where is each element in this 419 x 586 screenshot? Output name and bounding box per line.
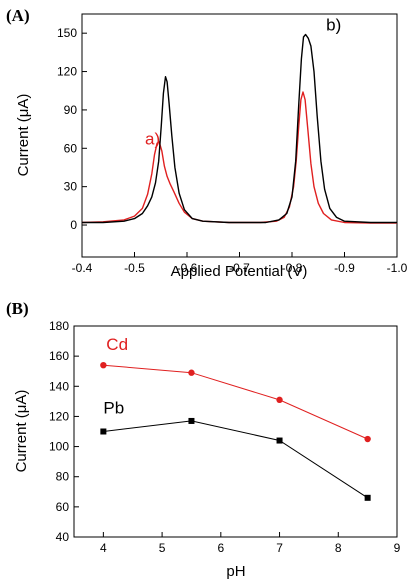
panel-a-series [81, 33, 397, 224]
x-tick-label: 9 [394, 541, 401, 555]
series-annotation-label: a) [145, 129, 160, 148]
panel-b-x-ticks: 4 5 6 7 8 9 [100, 532, 401, 555]
panel-b-x-axis-label: pH [226, 563, 245, 580]
panel-a-y-ticks: 0 30 60 90 120 150 [57, 26, 87, 232]
x-tick-label: 5 [159, 541, 166, 555]
x-tick-label: 4 [100, 541, 107, 555]
panel-a-x-axis-label: Applied Potential (V) [171, 263, 308, 280]
data-point-cd [364, 435, 371, 443]
series-label-cd: Cd [106, 335, 128, 354]
y-tick-label: 30 [64, 180, 78, 194]
data-point-pb [364, 494, 371, 501]
x-tick-label: -0.8 [282, 261, 303, 275]
data-point-cd [100, 361, 107, 369]
y-tick-label: 120 [49, 409, 69, 423]
panel-b-y-axis-label: Current (μA) [13, 390, 30, 473]
panel-a: (A) -0.4 -0.5 -0.6 -0.7 -0.8 -0.9 -1.0 0 30 60 90… [6, 6, 408, 280]
panel-b-y-ticks: 40 60 80 100 120 140 160 180 [49, 319, 79, 544]
series-line-pb [103, 420, 368, 499]
x-tick-label: -0.6 [177, 261, 198, 275]
series-line-cd [103, 364, 368, 440]
x-tick-label: -0.9 [334, 261, 355, 275]
panel-a-label: (A) [6, 6, 30, 25]
panel-a-x-ticks: -0.4 -0.5 -0.6 -0.7 -0.8 -0.9 -1.0 [72, 252, 408, 275]
y-tick-label: 140 [49, 379, 69, 393]
x-tick-label: 6 [217, 541, 224, 555]
x-tick-label: 7 [276, 541, 283, 555]
panel-b-label: (B) [6, 299, 29, 318]
y-tick-label: 90 [64, 103, 78, 117]
data-point-pb [276, 437, 283, 444]
panel-b-plot-frame [73, 325, 398, 538]
panel-b-annotations: Cd Pb [103, 335, 128, 417]
y-tick-label: 60 [64, 141, 78, 155]
data-point-cd [276, 396, 283, 404]
series-label-pb: Pb [103, 398, 124, 417]
x-tick-label: -1.0 [387, 261, 408, 275]
data-point-pb [100, 428, 107, 435]
series-line-b [82, 33, 397, 224]
y-tick-label: 150 [57, 26, 77, 40]
y-tick-label: 0 [70, 218, 77, 232]
y-tick-label: 100 [49, 440, 69, 454]
x-tick-label: -0.4 [72, 261, 93, 275]
panel-b-series [100, 361, 371, 501]
y-tick-label: 120 [57, 65, 77, 79]
series-line-a [81, 91, 397, 224]
x-tick-label: 8 [335, 541, 342, 555]
panel-a-annotations: a) b) [145, 16, 341, 149]
panel-a-y-axis-label: Current (μA) [15, 94, 32, 177]
y-tick-label: 60 [56, 500, 70, 514]
data-point-pb [188, 417, 195, 424]
x-tick-label: -0.7 [229, 261, 250, 275]
y-tick-label: 180 [49, 319, 69, 333]
y-tick-label: 160 [49, 349, 69, 363]
panel-b: (B) 4 5 6 7 8 9 40 60 80 100 120 140 160 180 Cd Pb pH… [6, 299, 401, 580]
data-point-cd [188, 369, 195, 376]
y-tick-label: 80 [56, 470, 70, 484]
x-tick-label: -0.5 [124, 261, 145, 275]
y-tick-label: 40 [56, 530, 70, 544]
series-annotation-label: b) [326, 16, 341, 35]
